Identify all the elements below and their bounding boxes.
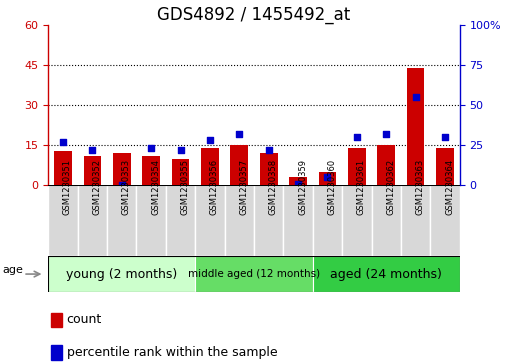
Text: GSM1230362: GSM1230362 [386, 159, 395, 215]
Bar [54, 151, 72, 185]
Bar [142, 156, 160, 185]
Bar [83, 156, 101, 185]
Point [441, 134, 449, 140]
Bar [289, 177, 307, 185]
Point [294, 181, 302, 187]
Bar [113, 153, 131, 185]
Bar [48, 256, 195, 292]
Text: percentile rank within the sample: percentile rank within the sample [67, 346, 277, 359]
Point [265, 147, 273, 153]
Point [88, 147, 97, 153]
Point [206, 138, 214, 143]
Text: young (2 months): young (2 months) [66, 268, 177, 281]
Text: GSM1230361: GSM1230361 [357, 159, 366, 215]
Bar [48, 185, 78, 256]
Bar [107, 185, 137, 256]
Bar [137, 185, 166, 256]
Point [324, 174, 332, 180]
Text: aged (24 months): aged (24 months) [330, 268, 442, 281]
Bar [201, 148, 219, 185]
Bar [407, 68, 425, 185]
Bar [430, 185, 460, 256]
Bar [319, 172, 336, 185]
Text: GSM1230351: GSM1230351 [63, 159, 72, 215]
Bar [78, 185, 107, 256]
Bar [254, 185, 283, 256]
Point [118, 182, 126, 188]
Bar [283, 185, 313, 256]
Text: GSM1230355: GSM1230355 [180, 159, 189, 215]
Bar [401, 185, 430, 256]
Bar [371, 185, 401, 256]
Point [147, 146, 155, 151]
Bar [195, 256, 313, 292]
Bar [172, 159, 189, 185]
Bar [436, 148, 454, 185]
Text: GSM1230358: GSM1230358 [269, 159, 278, 215]
Point [176, 147, 184, 153]
Bar [51, 345, 62, 360]
Point [353, 134, 361, 140]
Text: GSM1230354: GSM1230354 [151, 159, 160, 215]
Bar [377, 145, 395, 185]
Text: count: count [67, 313, 102, 326]
Text: age: age [3, 265, 23, 276]
Bar [195, 185, 225, 256]
Point [59, 139, 67, 145]
Bar [231, 145, 248, 185]
Bar [342, 185, 371, 256]
Point [411, 94, 420, 100]
Text: GSM1230353: GSM1230353 [122, 159, 131, 215]
Bar [313, 185, 342, 256]
Point [235, 131, 243, 137]
Text: GSM1230357: GSM1230357 [239, 159, 248, 215]
Text: middle aged (12 months): middle aged (12 months) [188, 269, 320, 279]
Point [382, 131, 390, 137]
Bar [51, 313, 62, 327]
Bar [348, 148, 366, 185]
Text: GSM1230359: GSM1230359 [298, 159, 307, 215]
Title: GDS4892 / 1455492_at: GDS4892 / 1455492_at [157, 6, 351, 24]
Bar [260, 153, 277, 185]
Text: GSM1230352: GSM1230352 [92, 159, 102, 215]
Text: GSM1230364: GSM1230364 [445, 159, 454, 215]
Bar [313, 256, 460, 292]
Text: GSM1230363: GSM1230363 [416, 159, 425, 215]
Bar [225, 185, 254, 256]
Text: GSM1230360: GSM1230360 [328, 159, 336, 215]
Text: GSM1230356: GSM1230356 [210, 159, 219, 215]
Bar [166, 185, 195, 256]
